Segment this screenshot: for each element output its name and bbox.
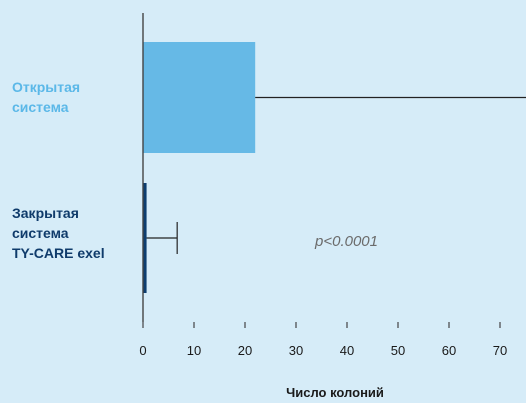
x-tick-label-50: 50 — [391, 343, 405, 358]
category-label-line: система — [12, 225, 69, 241]
category-label-2: Закрытая система TY-CARE exel — [12, 205, 105, 261]
bar-2 — [143, 183, 147, 293]
category-label-line: Открытая — [12, 79, 80, 95]
p-value-annotation: p<0.0001 — [314, 233, 378, 250]
category-labels: Открытая система Закрытая система TY-CARE ex… — [12, 79, 105, 261]
x-tick-label-60: 60 — [442, 343, 456, 358]
category-label-line: TY-CARE exel — [12, 245, 105, 261]
x-tick-label-10: 10 — [187, 343, 201, 358]
x-tick-label-0: 0 — [139, 343, 146, 358]
x-tick-label-70: 70 — [493, 343, 507, 358]
category-label-line: Закрытая — [12, 205, 79, 221]
bars-layer — [143, 42, 256, 293]
bar-1 — [143, 42, 256, 153]
category-label-line: система — [12, 99, 69, 115]
x-tick-label-40: 40 — [340, 343, 354, 358]
category-label-1: Открытая система — [12, 79, 80, 115]
x-tick-label-20: 20 — [238, 343, 252, 358]
x-tick-label-30: 30 — [289, 343, 303, 358]
x-axis-ticks: 0 10 20 30 40 50 60 70 — [139, 322, 507, 358]
x-axis-title: Число колоний — [286, 385, 384, 400]
error-bars-layer — [146, 96, 526, 254]
